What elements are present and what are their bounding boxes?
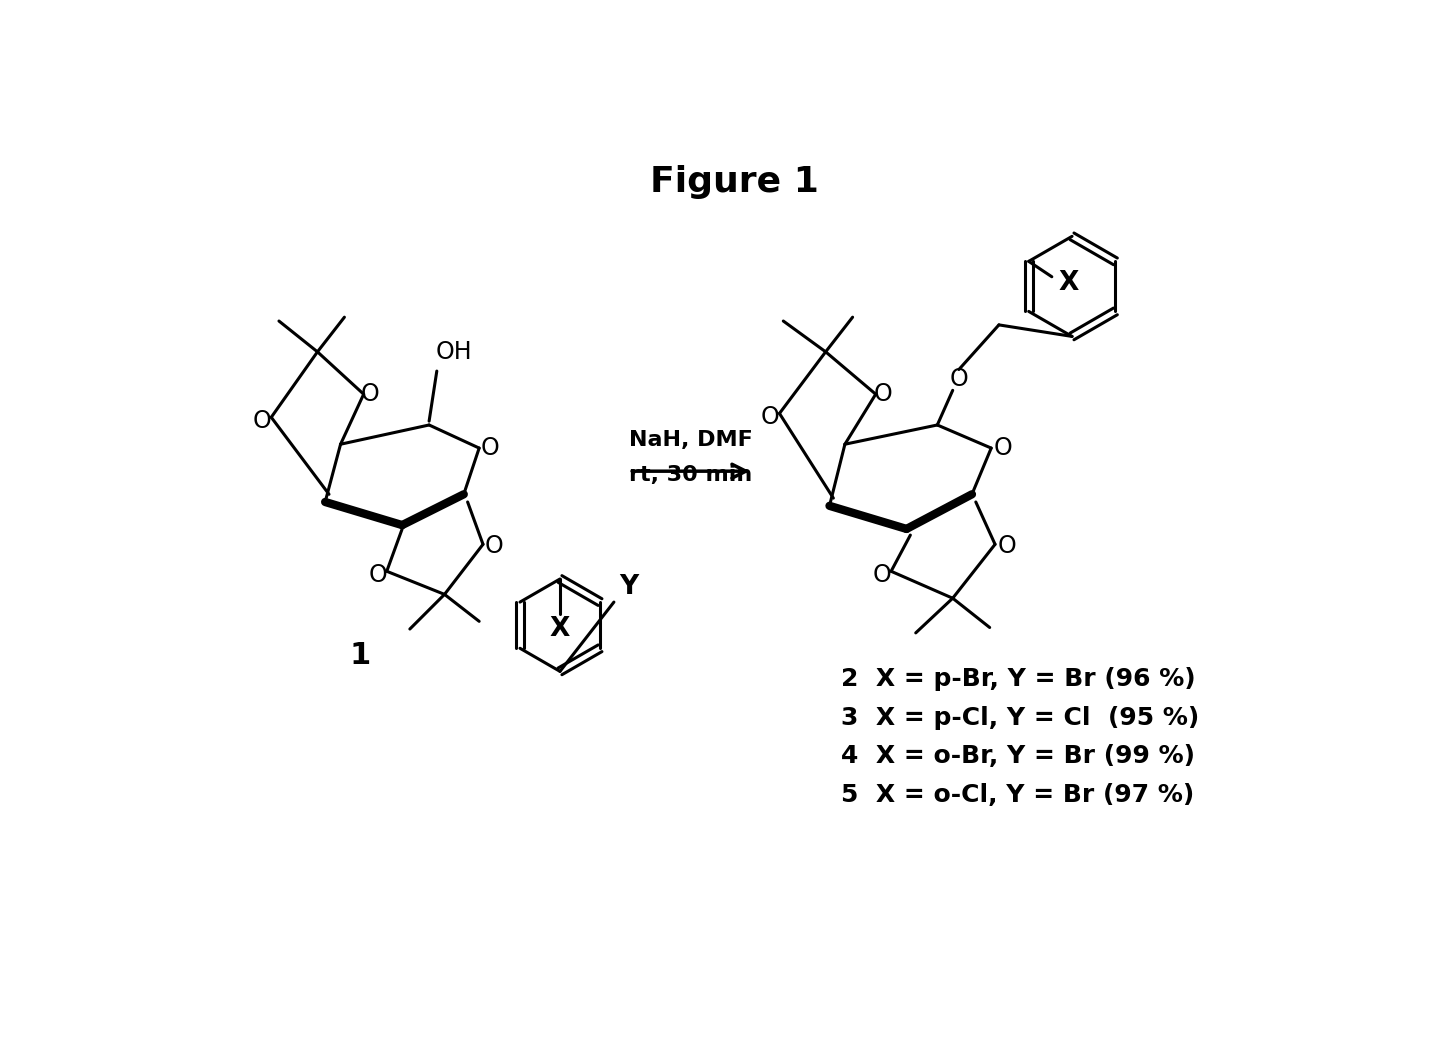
Text: O: O bbox=[873, 563, 891, 587]
Text: rt, 30 min: rt, 30 min bbox=[629, 465, 752, 485]
Text: 2  X = p-Br, Y = Br (96 %): 2 X = p-Br, Y = Br (96 %) bbox=[841, 667, 1195, 691]
Text: O: O bbox=[997, 534, 1016, 558]
Text: 3  X = p-Cl, Y = Cl  (95 %): 3 X = p-Cl, Y = Cl (95 %) bbox=[841, 705, 1199, 729]
Text: O: O bbox=[874, 382, 893, 406]
Text: O: O bbox=[368, 563, 387, 587]
Text: O: O bbox=[252, 409, 271, 433]
Text: O: O bbox=[950, 367, 969, 391]
Text: X: X bbox=[550, 616, 570, 642]
Text: 1: 1 bbox=[350, 641, 371, 670]
Text: 4  X = o-Br, Y = Br (99 %): 4 X = o-Br, Y = Br (99 %) bbox=[841, 744, 1195, 768]
Text: 5  X = o-Cl, Y = Br (97 %): 5 X = o-Cl, Y = Br (97 %) bbox=[841, 782, 1194, 806]
Text: O: O bbox=[361, 382, 380, 406]
Text: O: O bbox=[480, 436, 499, 460]
Text: Figure 1: Figure 1 bbox=[649, 165, 818, 199]
Text: OH: OH bbox=[436, 340, 471, 364]
Text: Y: Y bbox=[619, 574, 639, 600]
Text: O: O bbox=[484, 534, 503, 558]
Text: O: O bbox=[993, 436, 1012, 460]
Text: NaH, DMF: NaH, DMF bbox=[629, 430, 752, 450]
Text: X: X bbox=[1059, 270, 1079, 296]
Text: O: O bbox=[761, 405, 780, 429]
